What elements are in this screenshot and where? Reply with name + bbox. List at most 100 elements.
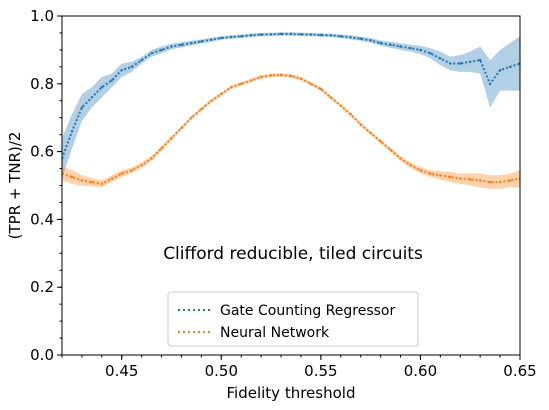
point-gate-counting-regressor [130, 65, 133, 69]
point-neural-network [150, 157, 153, 160]
point-gate-counting-regressor [269, 33, 273, 36]
point-gate-counting-regressor [170, 45, 173, 48]
point-neural-network [359, 123, 362, 126]
point-gate-counting-regressor [150, 52, 153, 55]
plot-area [62, 32, 520, 189]
point-neural-network [399, 157, 402, 160]
x-tick-label: 0.50 [205, 362, 238, 380]
point-neural-network [289, 74, 293, 78]
point-neural-network [190, 116, 193, 119]
point-gate-counting-regressor [259, 33, 263, 36]
point-gate-counting-regressor [90, 96, 94, 99]
point-neural-network [409, 164, 412, 167]
legend: Gate Counting Regressor Neural Network [167, 291, 419, 347]
point-neural-network [449, 175, 452, 179]
x-tick-label: 0.45 [105, 362, 138, 380]
point-gate-counting-regressor [379, 41, 382, 45]
point-neural-network [80, 179, 84, 182]
point-neural-network [439, 174, 442, 177]
point-neural-network [389, 148, 392, 152]
point-neural-network [170, 136, 173, 140]
point-neural-network [220, 92, 223, 96]
point-neural-network [130, 169, 133, 172]
point-gate-counting-regressor [309, 33, 313, 36]
point-gate-counting-regressor [160, 48, 163, 52]
point-gate-counting-regressor [389, 43, 392, 46]
point-gate-counting-regressor [220, 36, 223, 40]
axes: 0.45 0.50 0.55 0.60 0.65 0.0 0.2 0.4 0.6 0.8 1.0 [30, 7, 537, 380]
point-neural-network [259, 75, 263, 79]
point-gate-counting-regressor [200, 40, 203, 43]
point-gate-counting-regressor [80, 106, 84, 109]
point-gate-counting-regressor [299, 33, 303, 36]
point-neural-network [469, 178, 472, 181]
point-neural-network [429, 172, 432, 175]
y-tick-label: 0.4 [30, 210, 54, 228]
point-gate-counting-regressor [240, 35, 243, 38]
point-neural-network [459, 177, 462, 180]
point-neural-network [100, 182, 104, 185]
point-gate-counting-regressor [429, 52, 432, 55]
x-tick-label: 0.60 [404, 362, 437, 380]
point-gate-counting-regressor [250, 34, 253, 37]
point-neural-network [349, 113, 352, 116]
x-tick-label: 0.55 [304, 362, 337, 380]
point-neural-network [369, 131, 372, 135]
point-neural-network [279, 73, 283, 77]
point-neural-network [488, 180, 492, 184]
point-gate-counting-regressor [349, 36, 352, 39]
band-neural-network [62, 73, 520, 189]
point-gate-counting-regressor [230, 35, 233, 39]
line-neural-network [62, 73, 520, 185]
point-neural-network [479, 179, 482, 182]
point-gate-counting-regressor [459, 62, 462, 65]
point-neural-network [309, 82, 313, 86]
point-neural-network [498, 180, 502, 184]
point-gate-counting-regressor [100, 86, 104, 89]
y-tick-label: 0.8 [30, 75, 54, 93]
point-neural-network [250, 79, 253, 82]
chart-annotation: Clifford reducible, tiled circuits [163, 244, 423, 264]
point-neural-network [120, 172, 123, 175]
point-gate-counting-regressor [369, 39, 372, 42]
point-neural-network [508, 179, 512, 182]
point-gate-counting-regressor [508, 65, 512, 69]
y-tick-label: 0.6 [30, 143, 54, 161]
point-gate-counting-regressor [409, 47, 412, 50]
point-neural-network [200, 108, 203, 111]
point-neural-network [140, 164, 143, 167]
y-tick-label: 1.0 [30, 7, 54, 25]
annotation-layer: Clifford reducible, tiled circuits [163, 244, 423, 264]
point-gate-counting-regressor [488, 82, 492, 86]
point-neural-network [319, 87, 323, 91]
point-gate-counting-regressor [210, 38, 213, 41]
point-neural-network [269, 74, 273, 77]
y-tick-label: 0.2 [30, 278, 54, 296]
point-gate-counting-regressor [469, 60, 472, 63]
point-gate-counting-regressor [110, 79, 114, 82]
point-gate-counting-regressor [319, 33, 323, 37]
point-gate-counting-regressor [419, 48, 422, 52]
series-group [62, 32, 520, 189]
point-gate-counting-regressor [339, 35, 342, 38]
point-neural-network [70, 175, 74, 179]
legend-frame [167, 291, 419, 347]
point-gate-counting-regressor [289, 32, 293, 36]
x-tick-label: 0.65 [503, 362, 536, 380]
point-gate-counting-regressor [359, 37, 362, 40]
x-axis-label: Fidelity threshold [227, 384, 356, 402]
point-gate-counting-regressor [140, 58, 143, 62]
point-neural-network [180, 126, 183, 130]
point-neural-network [419, 169, 422, 172]
point-gate-counting-regressor [399, 45, 402, 48]
point-gate-counting-regressor [279, 32, 283, 36]
point-gate-counting-regressor [180, 43, 183, 46]
point-neural-network [210, 99, 213, 103]
point-gate-counting-regressor [120, 69, 123, 72]
y-axis-label: (TPR + TNR)/2 [6, 132, 24, 240]
point-gate-counting-regressor [479, 58, 482, 62]
legend-label-gate-counting-regressor: Gate Counting Regressor [220, 303, 395, 319]
point-neural-network [160, 147, 163, 150]
point-gate-counting-regressor [70, 130, 74, 133]
